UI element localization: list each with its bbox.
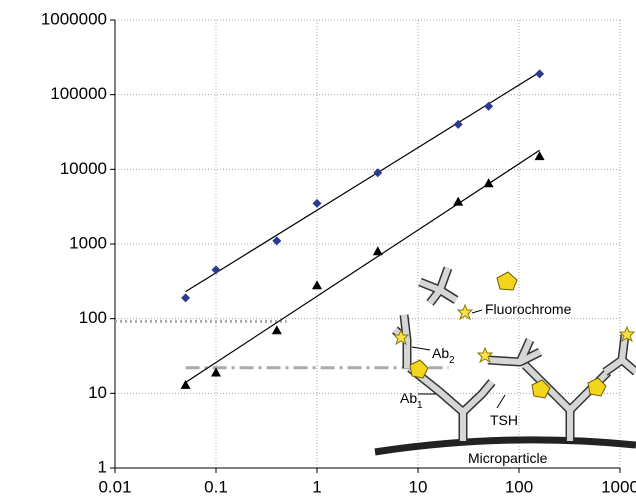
y-tick-label: 10 (88, 383, 107, 402)
data-point (453, 119, 463, 129)
data-point (453, 196, 464, 206)
antibody (487, 338, 543, 367)
fluorochrome (392, 328, 410, 346)
data-point (535, 69, 545, 79)
antibody (602, 334, 636, 376)
x-tick-label: 1 (312, 477, 321, 496)
arrow (496, 394, 506, 409)
tsh-molecule (496, 271, 518, 291)
arrow (471, 309, 483, 314)
y-tick-label: 1 (98, 457, 107, 476)
data-point (272, 236, 282, 246)
data-point (373, 168, 383, 178)
data-point (483, 178, 494, 188)
microparticle-surface (374, 436, 636, 456)
annotation-subscript: 2 (449, 355, 455, 366)
tsh-molecule (531, 379, 551, 399)
annotation: TSH (490, 412, 518, 428)
data-point (312, 280, 322, 290)
data-point (312, 198, 322, 208)
data-point (180, 379, 191, 389)
x-tick-label: 10 (409, 477, 428, 496)
y-tick-label: 10000 (60, 159, 107, 178)
annotation: Microparticle (468, 450, 548, 466)
data-point (372, 246, 383, 256)
data-point (484, 101, 494, 111)
data-point (211, 265, 221, 275)
data-point (271, 325, 282, 335)
annotation: Fluorochrome (485, 301, 572, 317)
x-tick-label: 0.01 (98, 477, 131, 496)
antibody (407, 364, 496, 441)
fluorochrome (456, 303, 474, 321)
x-tick-label: 0.1 (204, 477, 228, 496)
data-point (211, 367, 221, 377)
y-tick-label: 100 (79, 308, 107, 327)
antibody (418, 266, 459, 306)
arrow (411, 346, 431, 351)
data-point (181, 293, 191, 303)
fluorochrome (618, 325, 636, 343)
fit-line (185, 71, 540, 293)
annotation-subscript: 1 (417, 400, 423, 411)
data-point (534, 151, 545, 161)
tsh-molecule (587, 377, 607, 397)
x-tick-label: 1000 (601, 477, 636, 496)
y-tick-label: 1000000 (41, 9, 107, 28)
x-tick-label: 100 (505, 477, 533, 496)
y-tick-label: 1000 (69, 233, 107, 252)
fluorochrome (476, 346, 494, 364)
fit-line (185, 149, 540, 383)
annotation: Ab (400, 390, 417, 406)
y-tick-label: 100000 (50, 84, 107, 103)
annotation: Ab (432, 345, 449, 361)
tsh-molecule (409, 359, 429, 379)
antibody (521, 361, 612, 441)
